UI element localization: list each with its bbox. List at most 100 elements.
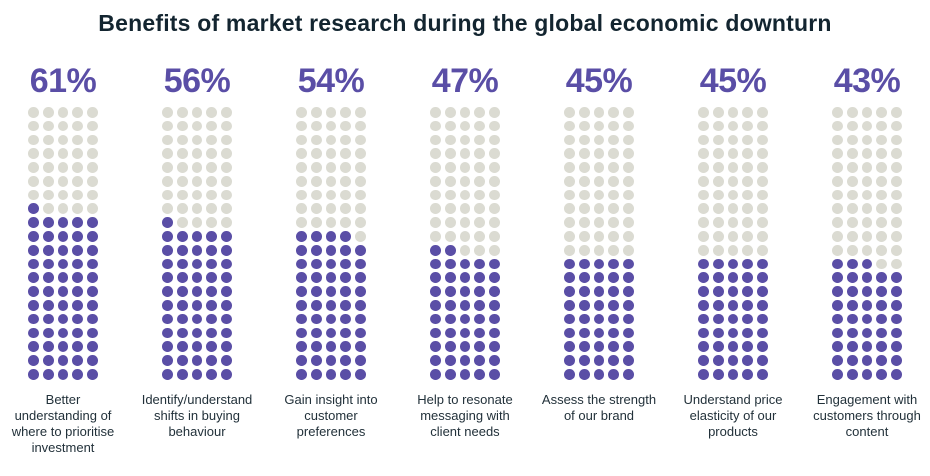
- dot-filled: [444, 341, 456, 352]
- dot-empty: [191, 203, 203, 215]
- dot-filled: [176, 355, 188, 366]
- dot-empty: [564, 203, 575, 215]
- dot-empty: [162, 148, 173, 160]
- dot-empty: [87, 175, 98, 187]
- dot-empty: [712, 231, 724, 242]
- dot-empty: [162, 203, 173, 215]
- dot-empty: [325, 162, 337, 173]
- dot-empty: [340, 107, 352, 118]
- dot-empty: [578, 244, 590, 256]
- dot-empty: [891, 120, 902, 132]
- dot-empty: [593, 231, 605, 242]
- dot-filled: [698, 286, 709, 297]
- dot-filled: [891, 313, 902, 325]
- dot-filled: [72, 327, 84, 339]
- dot-empty: [757, 231, 768, 242]
- dot-empty: [712, 162, 724, 173]
- dot-filled: [340, 327, 352, 339]
- dot-empty: [459, 231, 471, 242]
- dot-filled: [698, 272, 709, 284]
- dot-empty: [564, 107, 575, 118]
- dot-filled: [846, 355, 858, 366]
- dot-filled: [57, 368, 69, 380]
- dot-filled: [444, 299, 456, 311]
- dot-empty: [355, 189, 366, 201]
- dot-empty: [578, 203, 590, 215]
- dot-filled: [489, 313, 500, 325]
- dot-filled: [57, 313, 69, 325]
- dot-filled: [162, 341, 173, 352]
- dot-filled: [340, 286, 352, 297]
- dot-empty: [727, 162, 739, 173]
- dot-filled: [712, 327, 724, 339]
- dot-filled: [57, 244, 69, 256]
- waffle-chart-row: 61% Better understanding of where to prio…: [0, 64, 930, 456]
- dot-filled: [325, 341, 337, 352]
- dot-filled: [459, 286, 471, 297]
- dot-filled: [578, 286, 590, 297]
- dot-filled: [162, 258, 173, 270]
- dot-empty: [712, 244, 724, 256]
- dot-filled: [42, 327, 54, 339]
- dot-filled: [72, 286, 84, 297]
- dot-empty: [489, 134, 500, 146]
- dot-filled: [87, 217, 98, 228]
- dot-filled: [28, 327, 39, 339]
- dot-empty: [861, 134, 873, 146]
- dot-filled: [206, 299, 218, 311]
- dot-filled: [296, 327, 307, 339]
- dot-empty: [176, 148, 188, 160]
- dot-filled: [727, 368, 739, 380]
- dot-filled: [489, 327, 500, 339]
- dot-empty: [340, 203, 352, 215]
- category-label: Help to resonate messaging with client n…: [417, 391, 513, 439]
- dot-filled: [757, 341, 768, 352]
- dot-empty: [861, 162, 873, 173]
- dot-filled: [325, 286, 337, 297]
- dot-empty: [296, 217, 307, 228]
- dot-filled: [28, 244, 39, 256]
- dot-filled: [57, 231, 69, 242]
- dot-filled: [325, 272, 337, 284]
- dot-filled: [325, 244, 337, 256]
- dot-filled: [593, 313, 605, 325]
- dot-filled: [832, 341, 843, 352]
- dot-empty: [87, 148, 98, 160]
- dot-empty: [727, 175, 739, 187]
- dot-empty: [489, 175, 500, 187]
- dot-filled: [861, 258, 873, 270]
- dot-filled: [191, 313, 203, 325]
- dot-empty: [57, 175, 69, 187]
- dot-filled: [578, 341, 590, 352]
- dot-filled: [221, 286, 232, 297]
- dot-filled: [72, 217, 84, 228]
- dot-filled: [712, 286, 724, 297]
- dot-filled: [698, 355, 709, 366]
- dot-empty: [578, 175, 590, 187]
- dot-empty: [72, 148, 84, 160]
- dot-empty: [474, 231, 486, 242]
- dot-filled: [712, 355, 724, 366]
- dot-empty: [742, 203, 754, 215]
- dot-empty: [712, 107, 724, 118]
- dot-filled: [564, 258, 575, 270]
- dot-filled: [846, 258, 858, 270]
- dot-empty: [578, 217, 590, 228]
- dot-filled: [206, 355, 218, 366]
- dot-empty: [757, 120, 768, 132]
- dot-filled: [712, 272, 724, 284]
- dot-empty: [876, 175, 888, 187]
- dot-filled: [325, 368, 337, 380]
- dot-empty: [340, 148, 352, 160]
- dot-empty: [162, 175, 173, 187]
- dot-empty: [444, 107, 456, 118]
- dot-empty: [221, 189, 232, 201]
- dot-empty: [727, 203, 739, 215]
- dot-filled: [296, 313, 307, 325]
- dot-filled: [87, 327, 98, 339]
- dot-empty: [742, 107, 754, 118]
- dot-filled: [698, 313, 709, 325]
- dot-filled: [459, 272, 471, 284]
- dot-empty: [57, 107, 69, 118]
- dot-filled: [191, 272, 203, 284]
